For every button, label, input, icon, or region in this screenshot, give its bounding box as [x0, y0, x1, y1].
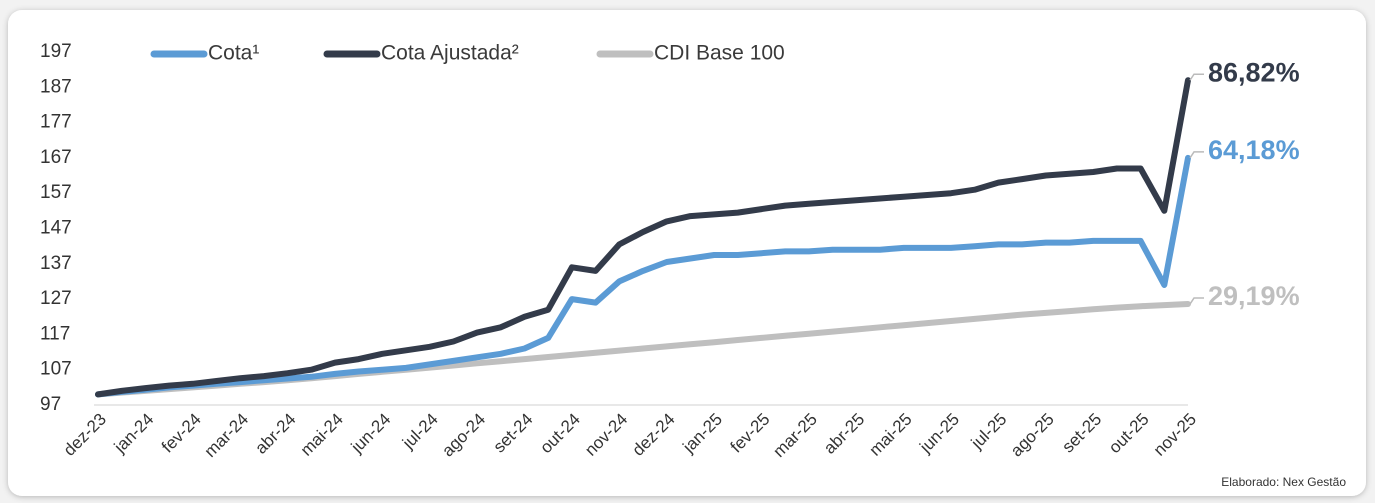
y-tick-label: 177	[40, 112, 72, 133]
end-label: 86,82%	[1208, 57, 1300, 87]
y-tick-label: 97	[40, 394, 61, 415]
y-tick-label: 187	[40, 76, 72, 97]
y-tick-label: 107	[40, 359, 72, 380]
legend-label: Cota¹	[208, 42, 259, 65]
y-tick-label: 137	[40, 253, 72, 274]
footer: Elaborado: Nex Gestão	[1221, 475, 1346, 489]
series-line	[95, 77, 1191, 398]
leader	[1189, 297, 1204, 305]
y-tick-label: 147	[40, 218, 72, 239]
end-label: 64,18%	[1208, 135, 1300, 165]
panel	[8, 10, 1366, 496]
y-tick-label: 167	[40, 147, 72, 168]
y-tick-label: 127	[40, 288, 72, 309]
legend-label: CDI Base 100	[654, 42, 785, 65]
y-tick-label: 117	[40, 323, 70, 344]
leader	[1189, 151, 1204, 159]
series-line	[95, 154, 1191, 398]
y-tick-label: 157	[40, 182, 72, 203]
y-tick-label: 197	[40, 41, 72, 62]
legend-label: Cota Ajustada²	[381, 42, 519, 65]
leader	[1189, 73, 1204, 81]
end-label: 29,19%	[1208, 281, 1300, 311]
